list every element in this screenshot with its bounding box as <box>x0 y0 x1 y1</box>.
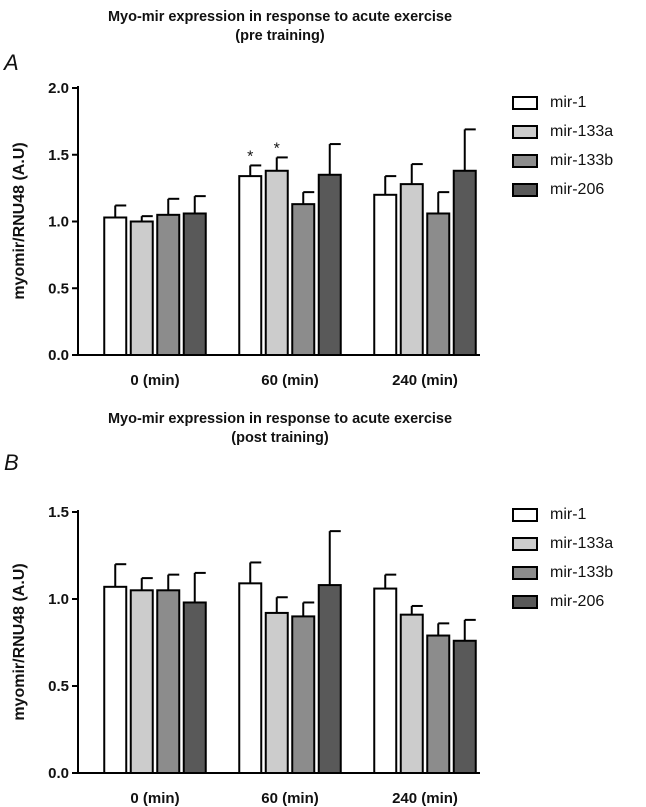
legend-swatch <box>512 95 538 110</box>
bar <box>129 220 154 356</box>
x-tick-label: 60 (min) <box>261 790 319 807</box>
bar <box>426 212 451 356</box>
legend-label: mir-206 <box>550 180 605 198</box>
x-tick-label: 240 (min) <box>392 790 458 807</box>
significance-marker: * <box>247 148 253 165</box>
y-tick-label: 1.0 <box>48 214 69 231</box>
legend-item: mir-206 <box>512 175 613 204</box>
bar <box>452 639 477 774</box>
bar <box>156 213 181 356</box>
chart-title: Myo-mir expression in response to acute … <box>0 410 560 448</box>
y-tick-label: 0.5 <box>48 678 69 695</box>
legend-swatch <box>512 182 538 197</box>
y-tick-label: 2.0 <box>48 80 69 97</box>
legend-item: mir-1 <box>512 500 613 529</box>
legend-label: mir-133b <box>550 151 614 169</box>
bar-chart-b: 0.0 0.5 1.0 1.5 myomir/RNU48 (A.U) 0 (min) 60 … <box>11 504 480 807</box>
legend-swatch <box>512 594 538 609</box>
bar <box>291 615 316 774</box>
legend-label: mir-1 <box>550 505 587 523</box>
bar <box>103 585 128 774</box>
bar <box>399 613 424 774</box>
bar <box>373 587 398 774</box>
legend-item: mir-133b <box>512 146 613 175</box>
bar <box>317 173 342 356</box>
legend-item: mir-1 <box>512 88 613 117</box>
legend-swatch <box>512 124 538 139</box>
bar <box>182 212 207 356</box>
legend: mir-1 mir-133a mir-133b mir-206 <box>512 88 613 204</box>
y-axis-label: myomir/RNU48 (A.U) <box>11 563 28 720</box>
bar-chart-a: 0.0 0.5 1.0 1.5 2.0 myomir/RNU48 (A.U) 0 (min)… <box>11 80 480 389</box>
y-tick-label: 1.5 <box>48 147 69 164</box>
bar <box>103 216 128 356</box>
legend-item: mir-133a <box>512 117 613 146</box>
chart-panel-b: Myo-mir expression in response to acute … <box>0 400 646 807</box>
legend-swatch <box>512 153 538 168</box>
legend-swatch <box>512 536 538 551</box>
legend-label: mir-206 <box>550 592 605 610</box>
chart-title-line: Myo-mir expression in response to acute … <box>107 9 453 25</box>
chart-title: Myo-mir expression in response to acute … <box>0 8 560 46</box>
y-tick-label: 0.5 <box>48 280 69 297</box>
chart-subtitle: (post training) <box>231 430 329 446</box>
bar <box>156 589 181 774</box>
x-tick-label: 0 (min) <box>130 790 179 807</box>
legend-label: mir-1 <box>550 93 587 111</box>
y-tick-label: 0.0 <box>48 347 69 364</box>
legend-item: mir-133a <box>512 529 613 558</box>
legend-item: mir-206 <box>512 587 613 616</box>
bar <box>238 175 263 356</box>
y-tick-label: 0.0 <box>48 765 69 782</box>
x-tick-label: 0 (min) <box>130 372 179 389</box>
x-tick-label: 60 (min) <box>261 372 319 389</box>
panel-letter: A <box>4 50 19 75</box>
bar <box>291 203 316 356</box>
x-tick-label: 240 (min) <box>392 372 458 389</box>
bar <box>426 634 451 774</box>
bar <box>373 193 398 356</box>
bar <box>317 584 342 774</box>
legend-label: mir-133a <box>550 534 614 552</box>
bar <box>452 169 477 356</box>
panel-letter: B <box>4 450 19 475</box>
chart-title-line: Myo-mir expression in response to acute … <box>107 411 453 427</box>
significance-marker: * <box>274 140 280 157</box>
y-tick-label: 1.0 <box>48 591 69 608</box>
y-tick-label: 1.5 <box>48 504 69 521</box>
chart-subtitle: (pre training) <box>235 28 325 44</box>
legend: mir-1 mir-133a mir-133b mir-206 <box>512 500 613 616</box>
chart-panel-a: Myo-mir expression in response to acute … <box>0 0 646 400</box>
y-axis-label: myomir/RNU48 (A.U) <box>11 142 28 299</box>
legend-swatch <box>512 565 538 580</box>
bar <box>264 169 289 356</box>
bar <box>182 601 207 774</box>
legend-swatch <box>512 507 538 522</box>
bar <box>238 582 263 774</box>
legend-label: mir-133b <box>550 563 614 581</box>
legend-item: mir-133b <box>512 558 613 587</box>
bar <box>129 589 154 774</box>
bar <box>264 611 289 774</box>
legend-label: mir-133a <box>550 122 614 140</box>
bar <box>399 183 424 356</box>
